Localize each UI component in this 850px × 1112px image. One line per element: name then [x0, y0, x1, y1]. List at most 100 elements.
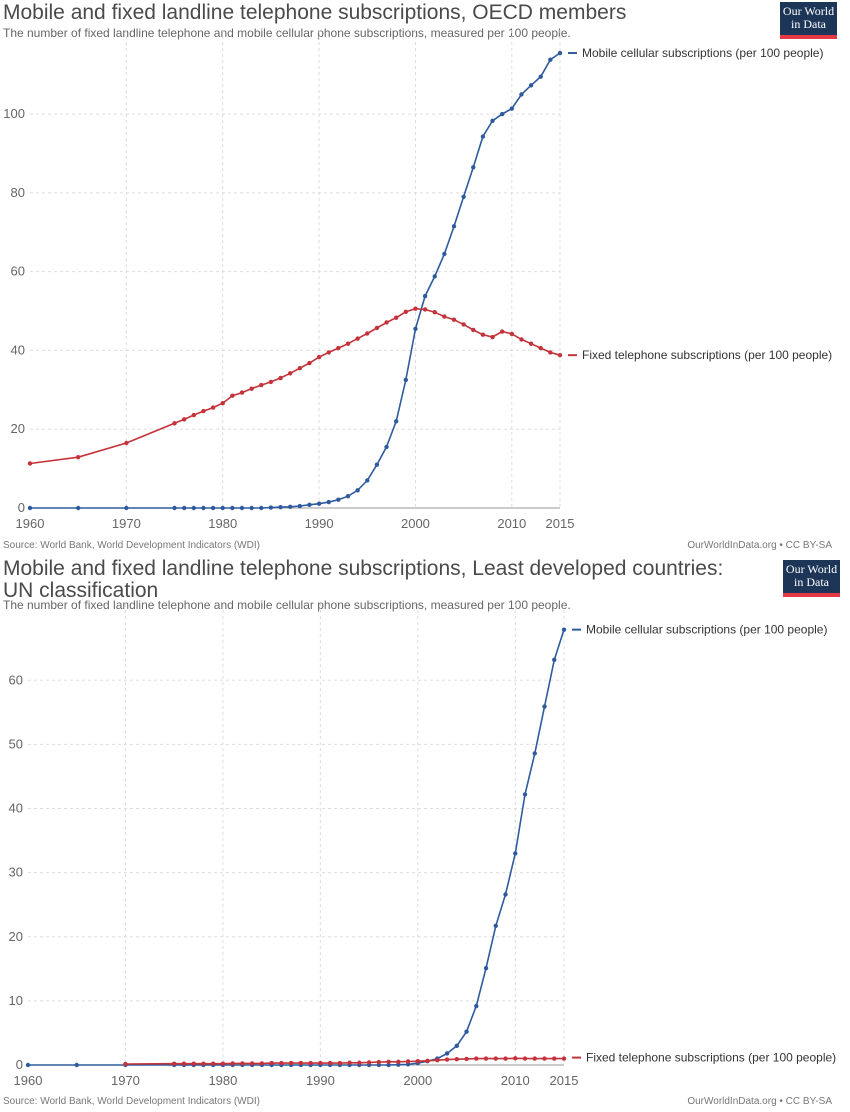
data-point-fixed[interactable] — [181, 417, 187, 422]
data-point-mobile[interactable] — [336, 497, 341, 502]
data-point-fixed[interactable] — [490, 334, 495, 340]
data-point-mobile[interactable] — [513, 851, 518, 856]
data-point-fixed[interactable] — [471, 327, 476, 333]
data-point-mobile[interactable] — [345, 493, 351, 499]
data-point-fixed[interactable] — [124, 440, 129, 446]
data-point-fixed[interactable] — [374, 325, 380, 331]
data-point-mobile[interactable] — [278, 505, 283, 510]
legend-label-fixed[interactable]: Fixed telephone subscriptions (per 100 p… — [582, 348, 832, 362]
data-point-fixed[interactable] — [442, 314, 447, 319]
legend-label-mobile[interactable]: Mobile cellular subscriptions (per 100 p… — [582, 46, 823, 60]
data-point-fixed[interactable] — [249, 1061, 255, 1066]
data-point-mobile[interactable] — [365, 478, 370, 483]
data-point-mobile[interactable] — [386, 1062, 391, 1068]
data-point-fixed[interactable] — [230, 393, 235, 398]
data-point-fixed[interactable] — [123, 1061, 128, 1067]
data-point-fixed[interactable] — [259, 382, 264, 388]
data-point-mobile[interactable] — [454, 1043, 459, 1048]
data-point-mobile[interactable] — [464, 1029, 469, 1034]
data-point-fixed[interactable] — [297, 365, 303, 371]
data-point-fixed[interactable] — [444, 1057, 450, 1062]
data-point-mobile[interactable] — [532, 751, 537, 756]
data-point-fixed[interactable] — [483, 1056, 489, 1061]
data-point-fixed[interactable] — [27, 461, 33, 466]
data-point-fixed[interactable] — [384, 320, 389, 325]
data-point-mobile[interactable] — [542, 704, 547, 709]
data-point-fixed[interactable] — [403, 309, 409, 315]
data-point-mobile[interactable] — [249, 505, 254, 511]
data-point-mobile[interactable] — [557, 50, 563, 56]
data-point-mobile[interactable] — [538, 74, 543, 79]
legend-label-fixed[interactable]: Fixed telephone subscriptions (per 100 p… — [586, 1051, 836, 1065]
data-point-fixed[interactable] — [288, 1060, 294, 1066]
data-point-fixed[interactable] — [528, 341, 534, 346]
data-point-fixed[interactable] — [336, 345, 341, 351]
data-point-mobile[interactable] — [471, 165, 476, 170]
data-point-fixed[interactable] — [240, 1061, 245, 1066]
data-point-fixed[interactable] — [413, 306, 418, 311]
data-point-fixed[interactable] — [171, 1061, 177, 1066]
data-point-fixed[interactable] — [513, 1056, 518, 1061]
data-point-fixed[interactable] — [499, 329, 505, 334]
data-point-mobile[interactable] — [461, 194, 466, 200]
data-point-mobile[interactable] — [519, 92, 524, 97]
license-note[interactable]: OurWorldInData.org • CC BY-SA — [687, 540, 832, 551]
data-point-fixed[interactable] — [278, 375, 283, 381]
data-point-mobile[interactable] — [259, 505, 264, 511]
data-point-mobile[interactable] — [493, 923, 498, 929]
data-point-fixed[interactable] — [454, 1057, 459, 1062]
data-point-fixed[interactable] — [542, 1056, 547, 1061]
data-point-fixed[interactable] — [327, 1060, 333, 1066]
data-point-mobile[interactable] — [25, 1062, 31, 1068]
data-point-fixed[interactable] — [259, 1061, 265, 1066]
data-point-fixed[interactable] — [461, 322, 466, 327]
data-point-mobile[interactable] — [422, 293, 428, 299]
data-point-fixed[interactable] — [552, 1056, 557, 1061]
data-point-fixed[interactable] — [548, 350, 553, 355]
data-point-mobile[interactable] — [297, 503, 303, 509]
legend-label-mobile[interactable]: Mobile cellular subscriptions (per 100 p… — [586, 623, 827, 637]
data-point-fixed[interactable] — [298, 1060, 304, 1066]
data-point-fixed[interactable] — [220, 1061, 226, 1066]
data-point-mobile[interactable] — [27, 505, 33, 511]
data-point-fixed[interactable] — [181, 1061, 187, 1066]
data-point-fixed[interactable] — [557, 352, 563, 358]
data-point-fixed[interactable] — [522, 1056, 528, 1061]
data-point-fixed[interactable] — [210, 405, 216, 410]
license-note[interactable]: OurWorldInData.org • CC BY-SA — [687, 1096, 832, 1107]
data-point-fixed[interactable] — [239, 390, 245, 395]
data-point-fixed[interactable] — [386, 1059, 391, 1064]
data-point-mobile[interactable] — [522, 792, 528, 797]
data-point-mobile[interactable] — [307, 502, 312, 508]
data-point-fixed[interactable] — [347, 1060, 352, 1065]
data-point-fixed[interactable] — [415, 1058, 421, 1064]
data-point-fixed[interactable] — [422, 307, 428, 312]
data-point-mobile[interactable] — [124, 505, 129, 511]
data-point-mobile[interactable] — [403, 377, 409, 383]
data-point-mobile[interactable] — [220, 505, 225, 511]
data-point-fixed[interactable] — [75, 454, 81, 460]
data-point-fixed[interactable] — [326, 350, 331, 355]
data-point-fixed[interactable] — [480, 332, 486, 337]
data-point-fixed[interactable] — [268, 379, 274, 385]
data-point-fixed[interactable] — [220, 401, 225, 406]
data-point-mobile[interactable] — [509, 106, 515, 111]
data-point-fixed[interactable] — [201, 408, 206, 414]
data-point-fixed[interactable] — [519, 337, 524, 342]
data-point-mobile[interactable] — [74, 1062, 79, 1068]
data-point-fixed[interactable] — [316, 354, 322, 360]
data-point-mobile[interactable] — [316, 501, 322, 506]
data-point-fixed[interactable] — [425, 1058, 430, 1064]
data-point-fixed[interactable] — [435, 1057, 440, 1063]
data-point-mobile[interactable] — [374, 462, 380, 467]
data-point-fixed[interactable] — [365, 331, 370, 336]
data-point-fixed[interactable] — [509, 331, 515, 337]
data-point-fixed[interactable] — [405, 1059, 411, 1064]
data-point-fixed[interactable] — [308, 1060, 313, 1066]
data-point-fixed[interactable] — [337, 1060, 343, 1066]
data-point-mobile[interactable] — [326, 499, 331, 505]
data-point-fixed[interactable] — [532, 1056, 537, 1061]
data-point-fixed[interactable] — [376, 1059, 382, 1065]
data-point-mobile[interactable] — [181, 505, 187, 511]
data-point-fixed[interactable] — [393, 315, 399, 320]
